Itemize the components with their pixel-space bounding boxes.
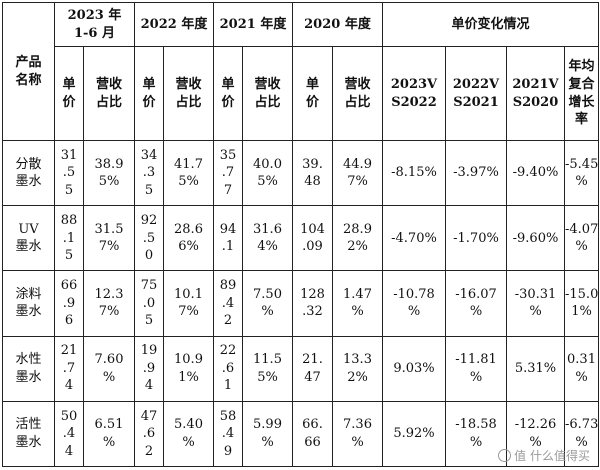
share-2021-cell: 40.0 5% — [242, 139, 293, 207]
cagr-cell: -4.07 % — [563, 205, 600, 272]
share-2023h1-cell: 6.51 % — [83, 400, 135, 468]
unit-price-2022-cell: 92 .5 0 — [134, 205, 164, 272]
change-2023-vs-2022-cell: 9.03% — [382, 335, 446, 402]
share-2023h1-cell: 38.9 5% — [83, 139, 135, 207]
header-unit-price: 单 价 — [213, 46, 243, 141]
share-2021-cell: 7.50 % — [242, 270, 293, 337]
unit-price-2023h1-cell: 31 .5 5 — [54, 139, 84, 207]
header-unit-price: 单 价 — [134, 46, 164, 141]
header-change-2022-vs-2021: 2022V S2021 — [445, 46, 507, 141]
unit-price-2021-cell: 94 .1 — [213, 205, 243, 272]
share-2022-cell: 28.6 6% — [163, 205, 214, 272]
unit-price-2020-cell: 21. 47 — [292, 335, 333, 402]
header-change-2021-vs-2020: 2021V S2020 — [506, 46, 565, 141]
share-2022-cell: 41.7 5% — [163, 139, 214, 207]
header-revenue-share: 营收 占比 — [163, 46, 214, 141]
unit-price-2020-cell: 104 .09 — [292, 205, 333, 272]
share-2023h1-cell: 31.5 7% — [83, 205, 135, 272]
change-2022-vs-2021-cell: -1.70% — [445, 205, 507, 272]
unit-price-2022-cell: 75 .0 5 — [134, 270, 164, 337]
change-2022-vs-2021-cell: -3.97% — [445, 139, 507, 207]
unit-price-2022-cell: 47 .6 2 — [134, 400, 164, 468]
header-revenue-share: 营收 占比 — [83, 46, 135, 141]
table-body: 分散 墨水 31 .5 5 38.9 5% 34 .3 5 41.7 5% 35 .7 7… — [2, 139, 600, 468]
share-2020-cell: 28.9 2% — [332, 205, 383, 272]
change-2023-vs-2022-cell: -8.15% — [382, 139, 446, 207]
share-2021-cell: 5.99 % — [242, 400, 293, 468]
change-2021-vs-2020-cell: -9.60% — [506, 205, 565, 272]
change-2023-vs-2022-cell: -10.78 % — [382, 270, 446, 337]
unit-price-2022-cell: 19 .9 4 — [134, 335, 164, 402]
share-2022-cell: 5.40 % — [163, 400, 214, 468]
share-2023h1-cell: 12.3 7% — [83, 270, 135, 337]
share-2020-cell: 44.9 7% — [332, 139, 383, 207]
header-unit-price: 单 价 — [292, 46, 333, 141]
change-2021-vs-2020-cell: -9.40% — [506, 139, 565, 207]
change-2021-vs-2020-cell: -30.31 % — [506, 270, 565, 337]
watermark: 值 什么值得买 — [498, 447, 590, 464]
unit-price-2023h1-cell: 66 .9 6 — [54, 270, 84, 337]
table-row: 涂料 墨水 66 .9 6 12.3 7% 75 .0 5 10.1 7% 89 .4 2… — [2, 270, 600, 337]
table-row: UV 墨水 88 .1 5 31.5 7% 92 .5 0 28.6 6% 94 .1 31… — [2, 205, 600, 272]
unit-price-2021-cell: 89 .4 2 — [213, 270, 243, 337]
share-2021-cell: 11.5 5% — [242, 335, 293, 402]
unit-price-2023h1-cell: 50 .4 4 — [54, 400, 84, 468]
watermark-logo-icon — [498, 449, 512, 462]
header-unit-price: 单 价 — [54, 46, 84, 141]
change-2022-vs-2021-cell: -16.07 % — [445, 270, 507, 337]
header-product-name: 产品 名称 — [2, 2, 55, 141]
header-price-change-group: 单价变化情况 — [381, 2, 600, 47]
table-row: 活性 墨水 50 .4 4 6.51 % 47 .6 2 5.40 % 58 .4 9 5.… — [2, 400, 600, 468]
change-2022-vs-2021-cell: -11.81 % — [445, 335, 507, 402]
change-2021-vs-2020-cell: 5.31% — [506, 335, 565, 402]
share-2022-cell: 10.9 1% — [163, 335, 214, 402]
share-2022-cell: 10.1 7% — [163, 270, 214, 337]
share-2023h1-cell: 7.60 % — [83, 335, 135, 402]
cagr-cell: -15.0 1% — [563, 270, 600, 337]
product-name-cell: 活性 墨水 — [2, 400, 55, 468]
header-cagr: 年均 复合 增长 率 — [563, 46, 600, 141]
unit-price-2020-cell: 66. 66 — [292, 400, 333, 468]
unit-price-2020-cell: 39. 48 — [292, 139, 333, 207]
header-period-2020: 2020 年度 — [292, 2, 383, 47]
product-name-cell: 水性 墨水 — [2, 335, 55, 402]
share-2020-cell: 1.47 % — [332, 270, 383, 337]
cagr-cell: 0.31 % — [563, 335, 600, 402]
unit-price-2023h1-cell: 88 .1 5 — [54, 205, 84, 272]
table-row: 分散 墨水 31 .5 5 38.9 5% 34 .3 5 41.7 5% 35 .7 7… — [2, 139, 600, 207]
header-revenue-share: 营收 占比 — [332, 46, 383, 141]
header-period-2022: 2022 年度 — [134, 2, 214, 47]
cagr-cell: -5.45 % — [563, 139, 600, 207]
unit-price-2021-cell: 22 .6 1 — [213, 335, 243, 402]
header-change-2023-vs-2022: 2023V S2022 — [382, 46, 446, 141]
product-name-cell: UV 墨水 — [2, 205, 55, 272]
unit-price-2021-cell: 58 .4 9 — [213, 400, 243, 468]
share-2021-cell: 31.6 4% — [242, 205, 293, 272]
header-period-2023h1: 2023 年 1-6 月 — [54, 2, 135, 47]
watermark-text: 值 什么值得买 — [514, 449, 590, 463]
unit-price-2020-cell: 128 .32 — [292, 270, 333, 337]
header-period-2021: 2021 年度 — [213, 2, 293, 47]
header-revenue-share: 营收 占比 — [242, 46, 293, 141]
unit-price-2023h1-cell: 21 .7 4 — [54, 335, 84, 402]
share-2020-cell: 13.3 2% — [332, 335, 383, 402]
unit-price-2021-cell: 35 .7 7 — [213, 139, 243, 207]
change-2023-vs-2022-cell: 5.92% — [382, 400, 446, 468]
product-name-cell: 分散 墨水 — [2, 139, 55, 207]
cagr-cell: -6.73 % — [563, 400, 600, 468]
share-2020-cell: 7.36 % — [332, 400, 383, 468]
unit-price-2022-cell: 34 .3 5 — [134, 139, 164, 207]
change-2022-vs-2021-cell: -18.58 % — [445, 400, 507, 468]
change-2023-vs-2022-cell: -4.70% — [382, 205, 446, 272]
product-name-cell: 涂料 墨水 — [2, 270, 55, 337]
